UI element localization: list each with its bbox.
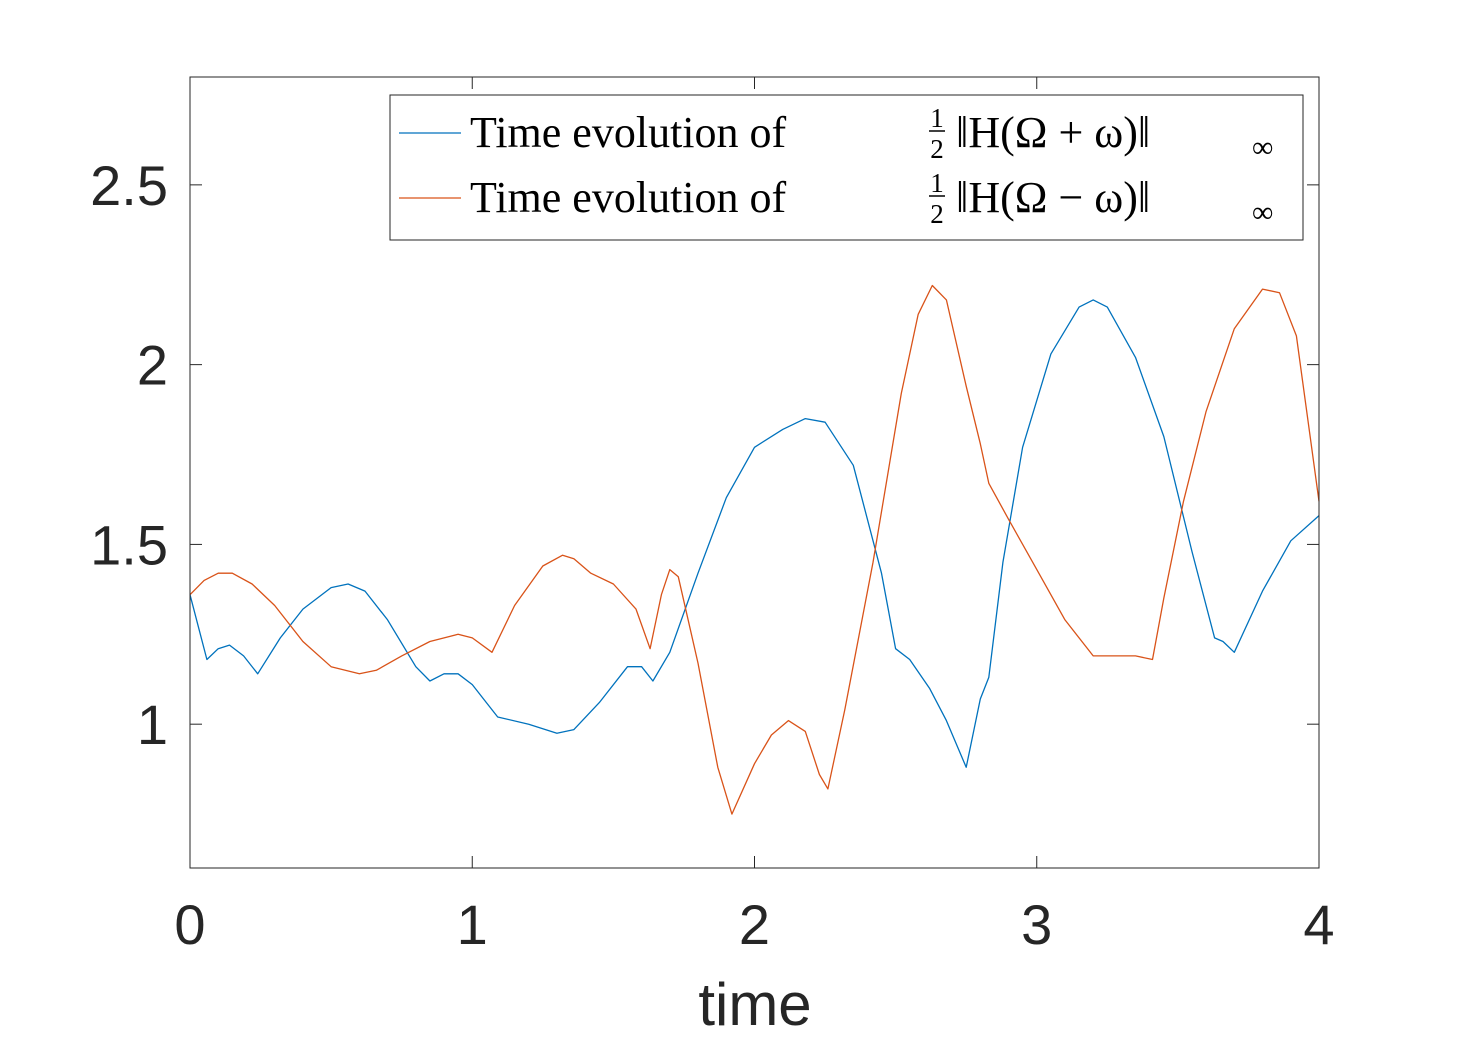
legend-label: Time evolution of bbox=[470, 108, 787, 157]
legend-label: Time evolution of bbox=[470, 173, 787, 222]
legend-fraction-denominator: 2 bbox=[930, 199, 944, 229]
legend-subscript: ∞ bbox=[1252, 196, 1273, 229]
legend-expression: ‖H(Ω − ω)‖ bbox=[956, 173, 1150, 222]
legend-fraction-denominator: 2 bbox=[930, 134, 944, 164]
x-tick-label: 1 bbox=[457, 893, 488, 956]
y-tick-label: 1 bbox=[137, 693, 168, 756]
series-line-1 bbox=[189, 299, 1320, 768]
legend-box bbox=[389, 94, 1304, 241]
legend-fraction-numerator: 1 bbox=[930, 103, 944, 133]
series-line-2 bbox=[189, 284, 1320, 815]
legend: Time evolution of 12 ‖H(Ω + ω)‖ ∞Time evolu… bbox=[389, 94, 1304, 241]
series-layer bbox=[189, 284, 1320, 815]
legend-fraction-numerator: 1 bbox=[930, 168, 944, 198]
x-tick-label: 0 bbox=[174, 893, 205, 956]
ticks-layer: 0 1 2 3 411.522.5 bbox=[90, 77, 1335, 956]
legend-subscript: ∞ bbox=[1252, 131, 1273, 164]
x-tick-label: 4 bbox=[1303, 893, 1334, 956]
y-tick-label: 2.5 bbox=[90, 154, 168, 217]
x-axis-title: time bbox=[698, 971, 811, 1038]
legend-expression: ‖H(Ω + ω)‖ bbox=[956, 108, 1150, 157]
y-tick-label: 2 bbox=[137, 334, 168, 397]
x-tick-label: 3 bbox=[1021, 893, 1052, 956]
y-tick-label: 1.5 bbox=[90, 513, 168, 576]
x-tick-label: 2 bbox=[739, 893, 770, 956]
